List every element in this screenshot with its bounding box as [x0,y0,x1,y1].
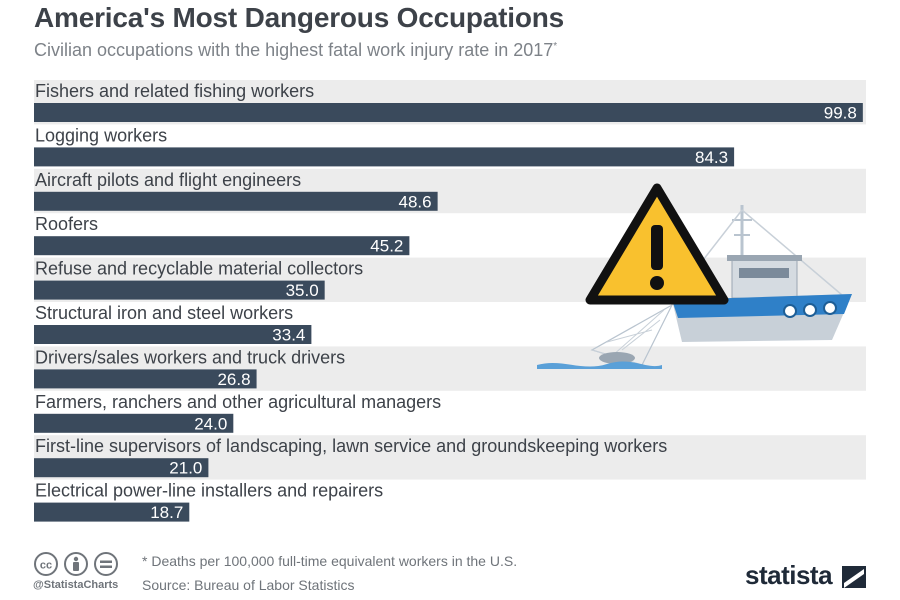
bar [34,502,190,522]
value-label: 45.2 [370,237,403,256]
category-label: Structural iron and steel workers [35,303,293,323]
bar [34,369,257,389]
value-label: 33.4 [272,326,305,345]
subtitle-text: Civilian occupations with the highest fa… [34,40,554,60]
category-label: Logging workers [35,125,167,145]
statista-logo-mark [842,566,866,588]
category-label: Electrical power-line installers and rep… [35,481,383,501]
source-note: Source: Bureau of Labor Statistics [142,577,355,593]
value-label: 48.6 [399,192,432,211]
chart-subtitle: Civilian occupations with the highest fa… [34,40,557,61]
chart-title: America's Most Dangerous Occupations [34,2,565,33]
bar [34,147,735,167]
bar-chart: Fishers and related fishing workers 99.8 L… [34,80,866,522]
bar [34,103,863,122]
statista-logo: statista [745,560,833,590]
category-label: Roofers [35,214,98,234]
category-label: First-line supervisors of landscaping, l… [35,436,667,456]
value-label: 21.0 [169,459,202,478]
svg-text:cc: cc [40,560,52,572]
category-label: Aircraft pilots and flight engineers [35,170,301,190]
warning-icon [585,183,729,305]
bar [34,191,438,211]
value-label: 26.8 [217,370,250,389]
no-derivatives-icon [94,552,118,576]
footnote: * Deaths per 100,000 full-time equivalen… [142,553,518,569]
fishing-boat-illustration [537,183,852,369]
category-label: Farmers, ranchers and other agricultural… [35,392,441,412]
value-label: 84.3 [695,148,728,167]
bar [34,236,410,256]
attribution-icon [64,552,88,576]
value-label: 24.0 [194,414,227,433]
creative-commons-icon: cc [34,552,58,576]
value-label: 99.8 [824,104,857,123]
category-label: Drivers/sales workers and truck drivers [35,347,345,367]
statista-handle: @StatistaCharts [33,579,119,591]
bar [34,413,234,433]
bar [34,280,325,300]
value-label: 35.0 [286,281,319,300]
category-label: Fishers and related fishing workers [35,81,314,101]
category-label: Refuse and recyclable material collector… [35,259,363,279]
value-label: 18.7 [150,503,183,522]
license-icons: cc [34,552,118,576]
bar [34,458,209,478]
bar [34,325,312,344]
subtitle-footnote-marker: * [553,41,558,52]
